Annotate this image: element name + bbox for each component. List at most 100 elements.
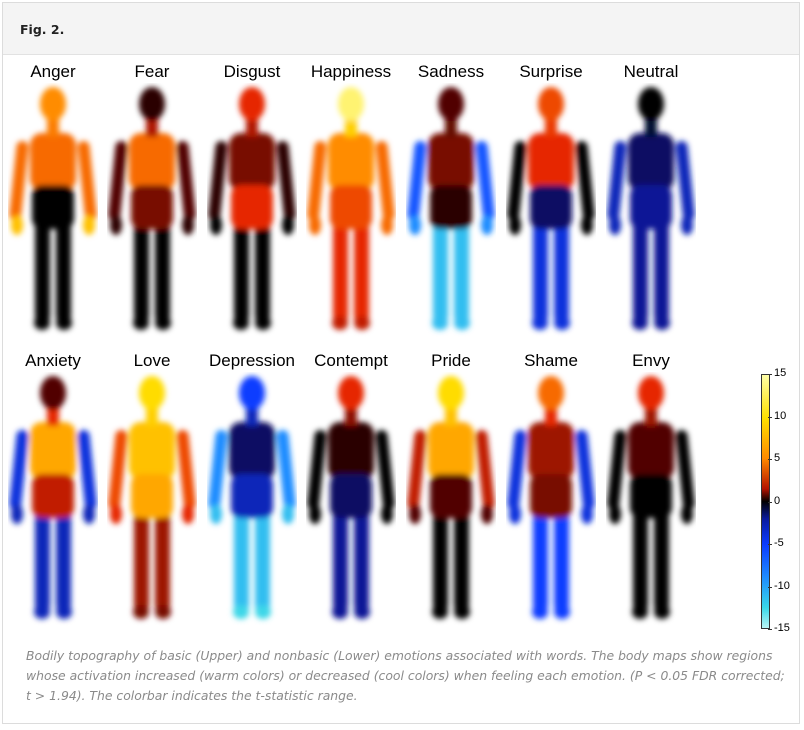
left-foot <box>34 316 50 330</box>
left-foot <box>632 605 648 619</box>
right-hand <box>581 215 593 235</box>
body-map-neutral <box>607 87 695 330</box>
left-leg <box>433 510 448 612</box>
upper-torso <box>628 133 674 191</box>
head <box>538 87 564 121</box>
abdomen <box>430 185 472 229</box>
head <box>239 87 265 121</box>
colorbar-tick-label: -15 <box>774 622 790 634</box>
neck <box>445 119 457 137</box>
neck <box>645 408 657 426</box>
colorbar-tick <box>768 502 772 503</box>
colorbar-tick <box>768 459 772 460</box>
head <box>40 376 66 410</box>
left-leg <box>433 221 448 323</box>
figure-label: Fig. 2. <box>20 22 65 37</box>
left-hand <box>509 504 521 524</box>
right-foot <box>354 605 370 619</box>
colorbar-tick <box>768 417 772 418</box>
right-leg <box>255 510 270 612</box>
abdomen <box>231 185 273 229</box>
neck <box>47 119 59 137</box>
right-arm <box>475 429 495 510</box>
left-leg <box>533 510 548 612</box>
colorbar-tick-label: 10 <box>774 410 787 422</box>
left-arm <box>407 429 427 510</box>
upper-torso <box>428 422 474 480</box>
colorbar-gradient <box>761 374 770 629</box>
emotion-label-love: Love <box>133 351 171 370</box>
right-arm <box>375 140 395 221</box>
right-leg <box>654 510 669 612</box>
right-hand <box>681 504 693 524</box>
upper-torso <box>30 133 76 191</box>
head <box>338 376 364 410</box>
abdomen <box>330 185 372 229</box>
emotion-label-shame: Shame <box>524 351 578 370</box>
right-leg <box>255 221 270 323</box>
left-foot <box>133 316 149 330</box>
neck <box>545 119 557 137</box>
left-foot <box>532 316 548 330</box>
right-leg <box>56 510 71 612</box>
right-foot <box>654 316 670 330</box>
abdomen <box>32 474 74 518</box>
head <box>338 87 364 121</box>
right-hand <box>381 504 393 524</box>
colorbar-tick-label: -10 <box>774 580 790 592</box>
right-hand <box>481 504 493 524</box>
abdomen <box>330 474 372 518</box>
right-hand <box>83 215 95 235</box>
right-arm <box>176 429 196 510</box>
emotion-label-anger: Anger <box>30 62 76 81</box>
right-hand <box>282 504 294 524</box>
left-arm <box>507 140 527 221</box>
head <box>438 376 464 410</box>
left-leg <box>134 221 149 323</box>
right-arm <box>77 429 97 510</box>
left-arm <box>507 429 527 510</box>
upper-torso <box>528 422 574 480</box>
right-arm <box>475 140 495 221</box>
colorbar-tick-label: 0 <box>774 495 781 507</box>
neck <box>645 119 657 137</box>
left-hand <box>409 215 421 235</box>
abdomen <box>630 185 672 229</box>
neck <box>545 408 557 426</box>
abdomen <box>131 185 173 229</box>
right-arm <box>375 429 395 510</box>
right-foot <box>454 605 470 619</box>
right-leg <box>354 510 369 612</box>
left-arm <box>208 140 228 221</box>
left-leg <box>35 221 50 323</box>
left-foot <box>632 316 648 330</box>
body-map-pride <box>407 376 495 619</box>
right-hand <box>481 215 493 235</box>
right-leg <box>454 510 469 612</box>
right-leg <box>56 221 71 323</box>
head <box>638 376 664 410</box>
upper-torso <box>229 133 275 191</box>
left-leg <box>333 510 348 612</box>
head <box>139 87 165 121</box>
neck <box>246 408 258 426</box>
upper-torso <box>628 422 674 480</box>
figure-header: Fig. 2. <box>3 3 799 55</box>
emotion-label-fear: Fear <box>134 62 170 81</box>
right-leg <box>354 221 369 323</box>
right-foot <box>56 605 72 619</box>
left-leg <box>533 221 548 323</box>
colorbar-tick-label: -5 <box>774 537 784 549</box>
right-foot <box>354 316 370 330</box>
right-hand <box>581 504 593 524</box>
emotion-label-envy: Envy <box>632 351 670 370</box>
right-arm <box>575 140 595 221</box>
right-arm <box>675 140 695 221</box>
right-foot <box>155 605 171 619</box>
left-hand <box>309 215 321 235</box>
abdomen <box>630 474 672 518</box>
right-hand <box>182 215 194 235</box>
body-map-fear <box>108 87 196 330</box>
upper-torso <box>328 133 374 191</box>
emotion-label-pride: Pride <box>431 351 471 370</box>
